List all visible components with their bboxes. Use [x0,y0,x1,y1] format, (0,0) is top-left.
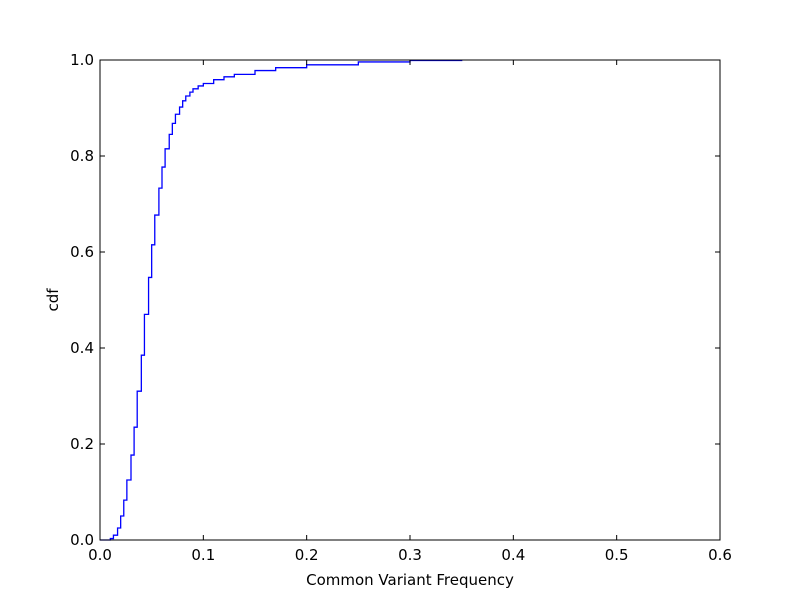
series-line [100,59,463,541]
y-tick-label: 0.2 [70,435,94,453]
x-axis-label: Common Variant Frequency [306,571,514,589]
x-tick-label: 0.1 [191,546,215,564]
y-tick-label: 0.6 [70,243,94,261]
y-tick-label: 1.0 [70,51,94,69]
x-tick-label: 0.5 [605,546,629,564]
y-tick-label: 0.8 [70,147,94,165]
x-tick-label: 0.0 [88,546,112,564]
y-tick-label: 0.4 [70,339,94,357]
x-tick-label: 0.6 [708,546,732,564]
plot-frame [99,59,721,541]
x-tick-label: 0.3 [398,546,422,564]
x-tick-label: 0.4 [501,546,525,564]
x-tick-label: 0.2 [295,546,319,564]
y-tick-label: 0.0 [70,531,94,549]
y-axis-label: cdf [44,288,62,312]
